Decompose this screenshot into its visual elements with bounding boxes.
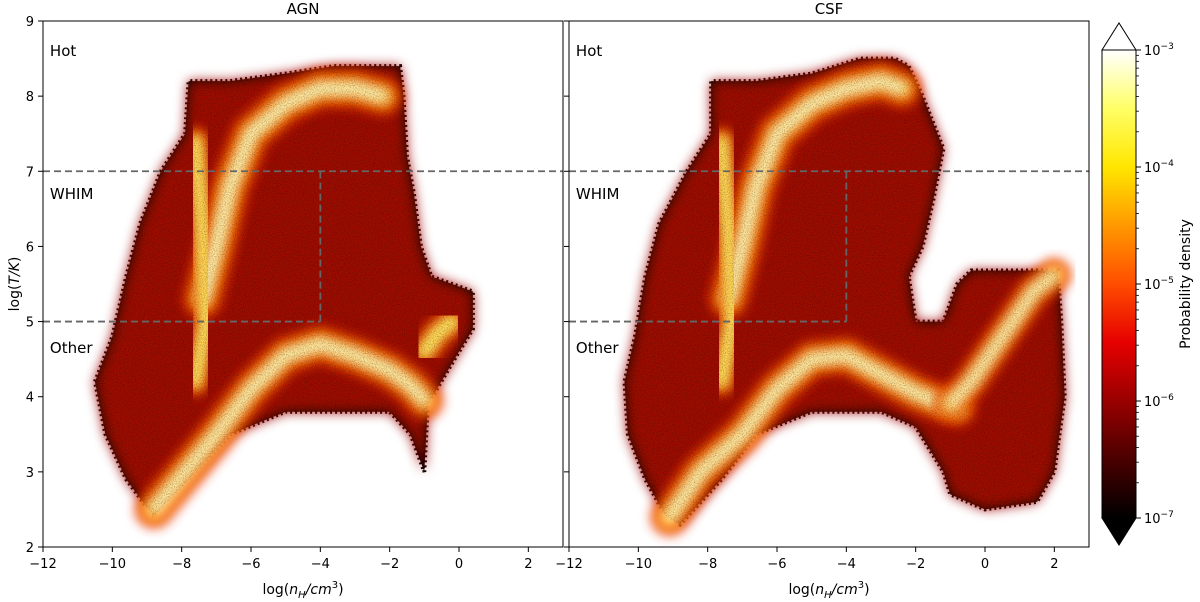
colorbar-gradient [1102, 50, 1136, 518]
y-tick-label: 2 [26, 541, 34, 556]
x-tick-label: −10 [625, 557, 652, 572]
colorbar-extend-max [1101, 22, 1137, 51]
phase-label: WHIM [576, 185, 619, 203]
x-tick-label: −10 [99, 557, 126, 572]
y-axis [564, 20, 569, 548]
plot-frame [568, 20, 1090, 548]
phase-label: Hot [50, 42, 76, 60]
x-tick-label: 0 [455, 557, 463, 572]
colorbar-tick-label: 10−5 [1144, 276, 1174, 293]
plot-frame [42, 20, 564, 548]
phase-label: Other [50, 339, 93, 357]
colorbar-extend-min [1101, 517, 1137, 546]
density-map [92, 64, 475, 530]
y-tick-label: 9 [26, 15, 34, 30]
x-tick-label: −12 [555, 557, 582, 572]
phase-label: Hot [576, 42, 602, 60]
panel-csf: −12 −10 −8 −6 −4 −2 0 2 Hot WHIM Other CSF log(nH… [555, 0, 1090, 601]
panel-agn: −12 −10 −8 −6 −4 −2 0 2 2 3 4 5 6 7 8 9 Hot WHIM Other A… [7, 0, 564, 601]
colorbar-tick-label: 10−7 [1144, 510, 1174, 527]
panel-title: AGN [287, 0, 320, 18]
x-tick-label: 0 [981, 557, 989, 572]
y-tick-label: 8 [26, 90, 34, 105]
x-tick-label: 2 [524, 557, 532, 572]
phase-boundaries [569, 170, 1089, 323]
y-tick-label: 3 [26, 466, 34, 481]
x-tick-label: −4 [311, 557, 330, 572]
colorbar-tick-label: 10−3 [1144, 42, 1174, 59]
y-tick-label: 5 [26, 316, 34, 331]
colorbar-ticks: 10−7 10−6 10−5 10−4 10−3 [1136, 42, 1174, 527]
x-axis-label: log(nH/cm3) [788, 580, 869, 601]
phase-boundaries [43, 170, 563, 323]
colorbar-label: Probability density [1178, 219, 1194, 349]
phase-label: WHIM [50, 185, 93, 203]
colorbar-tick-label: 10−4 [1144, 159, 1174, 176]
y-tick-label: 6 [26, 240, 34, 255]
phase-labels: Hot WHIM Other [50, 42, 93, 357]
x-tick-label: 2 [1050, 557, 1058, 572]
x-tick-label: −2 [906, 557, 925, 572]
y-tick-label: 7 [26, 165, 34, 180]
x-tick-label: −4 [837, 557, 856, 572]
x-tick-label: −6 [767, 557, 786, 572]
x-axis: −12 −10 −8 −6 −4 −2 0 2 [555, 547, 1058, 572]
x-axis: −12 −10 −8 −6 −4 −2 0 2 [29, 547, 532, 572]
y-axis-label: log(T/K) [7, 257, 23, 312]
phase-label: Other [576, 339, 619, 357]
x-tick-label: −8 [172, 557, 191, 572]
y-tick-label: 4 [26, 391, 34, 406]
colorbar-tick-label: 10−6 [1144, 393, 1174, 410]
x-axis-label: log(nH/cm3) [262, 580, 343, 601]
phase-labels: Hot WHIM Other [576, 42, 619, 357]
x-tick-label: −12 [29, 557, 56, 572]
y-axis: 2 3 4 5 6 7 8 9 [26, 15, 43, 556]
panel-title: CSF [815, 0, 844, 18]
colorbar: 10−7 10−6 10−5 10−4 10−3 Probability density [1101, 22, 1194, 546]
x-tick-label: −8 [698, 557, 717, 572]
x-tick-label: −6 [241, 557, 260, 572]
x-tick-label: −2 [380, 557, 399, 572]
